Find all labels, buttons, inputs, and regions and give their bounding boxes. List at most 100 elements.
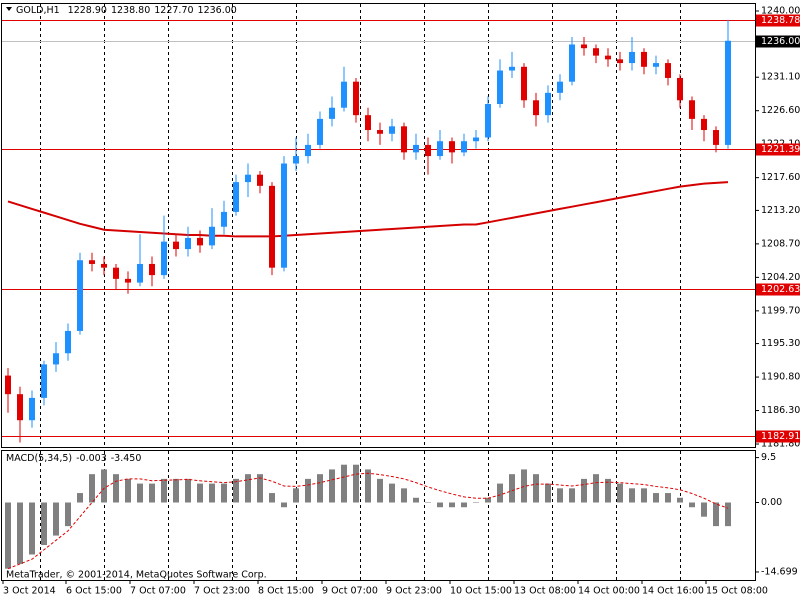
macd-bar xyxy=(425,502,431,504)
x-tick-label: 15 Oct 08:00 xyxy=(706,586,768,597)
candle-body xyxy=(353,81,359,116)
candle-body xyxy=(173,241,179,250)
candle-body xyxy=(617,59,623,64)
y-tick-label: 1181.80 xyxy=(761,439,800,450)
y-tick-label: 1217.60 xyxy=(761,172,800,183)
candle-body xyxy=(437,141,443,157)
level-label-box xyxy=(756,143,800,156)
candle-body xyxy=(41,364,47,398)
candle-body xyxy=(533,100,539,116)
x-tick-label: 13 Oct 08:00 xyxy=(514,586,576,597)
macd-bar xyxy=(593,474,599,503)
chart-header: GOLD,H1 1228.90 1238.80 1227.70 1236.00 xyxy=(16,5,237,16)
macd-bar xyxy=(41,502,47,546)
macd-bar xyxy=(305,478,311,503)
macd-bar xyxy=(53,502,59,536)
macd-bar xyxy=(449,502,455,508)
macd-bar xyxy=(677,497,683,503)
candle-body xyxy=(545,92,551,116)
candle-body xyxy=(305,144,311,157)
macd-bar xyxy=(581,478,587,503)
x-tick-label: 9 Oct 23:00 xyxy=(386,586,442,597)
candle-body xyxy=(461,141,467,153)
macd-bar xyxy=(461,502,467,508)
candle-body xyxy=(161,241,167,276)
level-label-box xyxy=(756,430,800,443)
candle-body xyxy=(485,103,491,138)
macd-bar xyxy=(641,488,647,503)
macd-bar xyxy=(485,497,491,503)
macd-bar xyxy=(17,502,23,564)
macd-bar xyxy=(89,474,95,503)
x-tick-label: 10 Oct 15:00 xyxy=(450,586,512,597)
header-value: 1236.00 xyxy=(198,5,237,16)
macd-bar xyxy=(185,478,191,503)
candle-body xyxy=(65,330,71,354)
y-tick-label: 1240.00 xyxy=(761,5,800,16)
macd-bar xyxy=(329,469,335,503)
macd-bar xyxy=(257,474,263,503)
macd-bar xyxy=(533,474,539,503)
candle-body xyxy=(113,267,119,279)
y-tick-label: 1204.20 xyxy=(761,272,800,283)
x-tick-label: 7 Oct 23:00 xyxy=(194,586,250,597)
macd-bar xyxy=(401,488,407,503)
level-label: 1236.00 xyxy=(761,36,800,47)
macd-bar xyxy=(689,502,695,508)
candle-body xyxy=(365,115,371,131)
macd-bar xyxy=(341,464,347,503)
level-label: 1221.39 xyxy=(761,144,800,155)
macd-title: MACD(5,34,5) xyxy=(6,453,72,464)
y-tick-label: 0.00 xyxy=(761,497,782,508)
macd-panel xyxy=(1,450,756,581)
candle-body xyxy=(641,51,647,67)
header-value: 1238.80 xyxy=(111,5,150,16)
candle-body xyxy=(293,156,299,164)
candle-body xyxy=(581,44,587,49)
macd-bar xyxy=(653,493,659,503)
candle-body xyxy=(137,263,143,283)
candle-body xyxy=(473,137,479,142)
macd-bar xyxy=(317,474,323,503)
macd-bar xyxy=(137,483,143,503)
candle-body xyxy=(29,397,35,421)
macd-header: MACD(5,34,5) -0.003 -3.450 xyxy=(6,453,141,464)
macd-bar xyxy=(701,502,707,517)
macd-bar xyxy=(101,469,107,503)
macd-bar xyxy=(557,488,563,503)
level-label-box xyxy=(756,35,800,48)
candle-body xyxy=(233,182,239,212)
y-tick-label: 1226.60 xyxy=(761,105,800,116)
macd-bar xyxy=(629,488,635,503)
level-label: 1238.78 xyxy=(761,15,800,26)
candle-body xyxy=(605,55,611,60)
y-tick-label: 1190.80 xyxy=(761,372,800,383)
y-tick-label: 1213.20 xyxy=(761,205,800,216)
macd-header-value: -0.003 xyxy=(76,453,107,464)
candle-body xyxy=(425,144,431,157)
candle-body xyxy=(77,260,83,331)
macd-bar xyxy=(725,502,731,527)
macd-bar xyxy=(245,474,251,503)
candle-body xyxy=(689,100,695,119)
candle-body xyxy=(5,375,11,395)
candle-body xyxy=(401,126,407,153)
x-tick-label: 8 Oct 15:00 xyxy=(258,586,314,597)
candle-body xyxy=(89,260,95,264)
macd-bar xyxy=(113,474,119,503)
macd-bar xyxy=(281,502,287,508)
chart-title: GOLD,H1 xyxy=(16,5,60,16)
macd-bar xyxy=(209,483,215,503)
macd-bar xyxy=(5,502,11,569)
macd-bar xyxy=(605,478,611,503)
macd-bar xyxy=(293,488,299,503)
macd-bar xyxy=(149,483,155,503)
candle-body xyxy=(185,237,191,250)
candle-body xyxy=(53,353,59,365)
macd-bar xyxy=(161,478,167,503)
candle-body xyxy=(101,263,107,268)
macd-bar xyxy=(665,493,671,503)
candle-body xyxy=(377,130,383,134)
